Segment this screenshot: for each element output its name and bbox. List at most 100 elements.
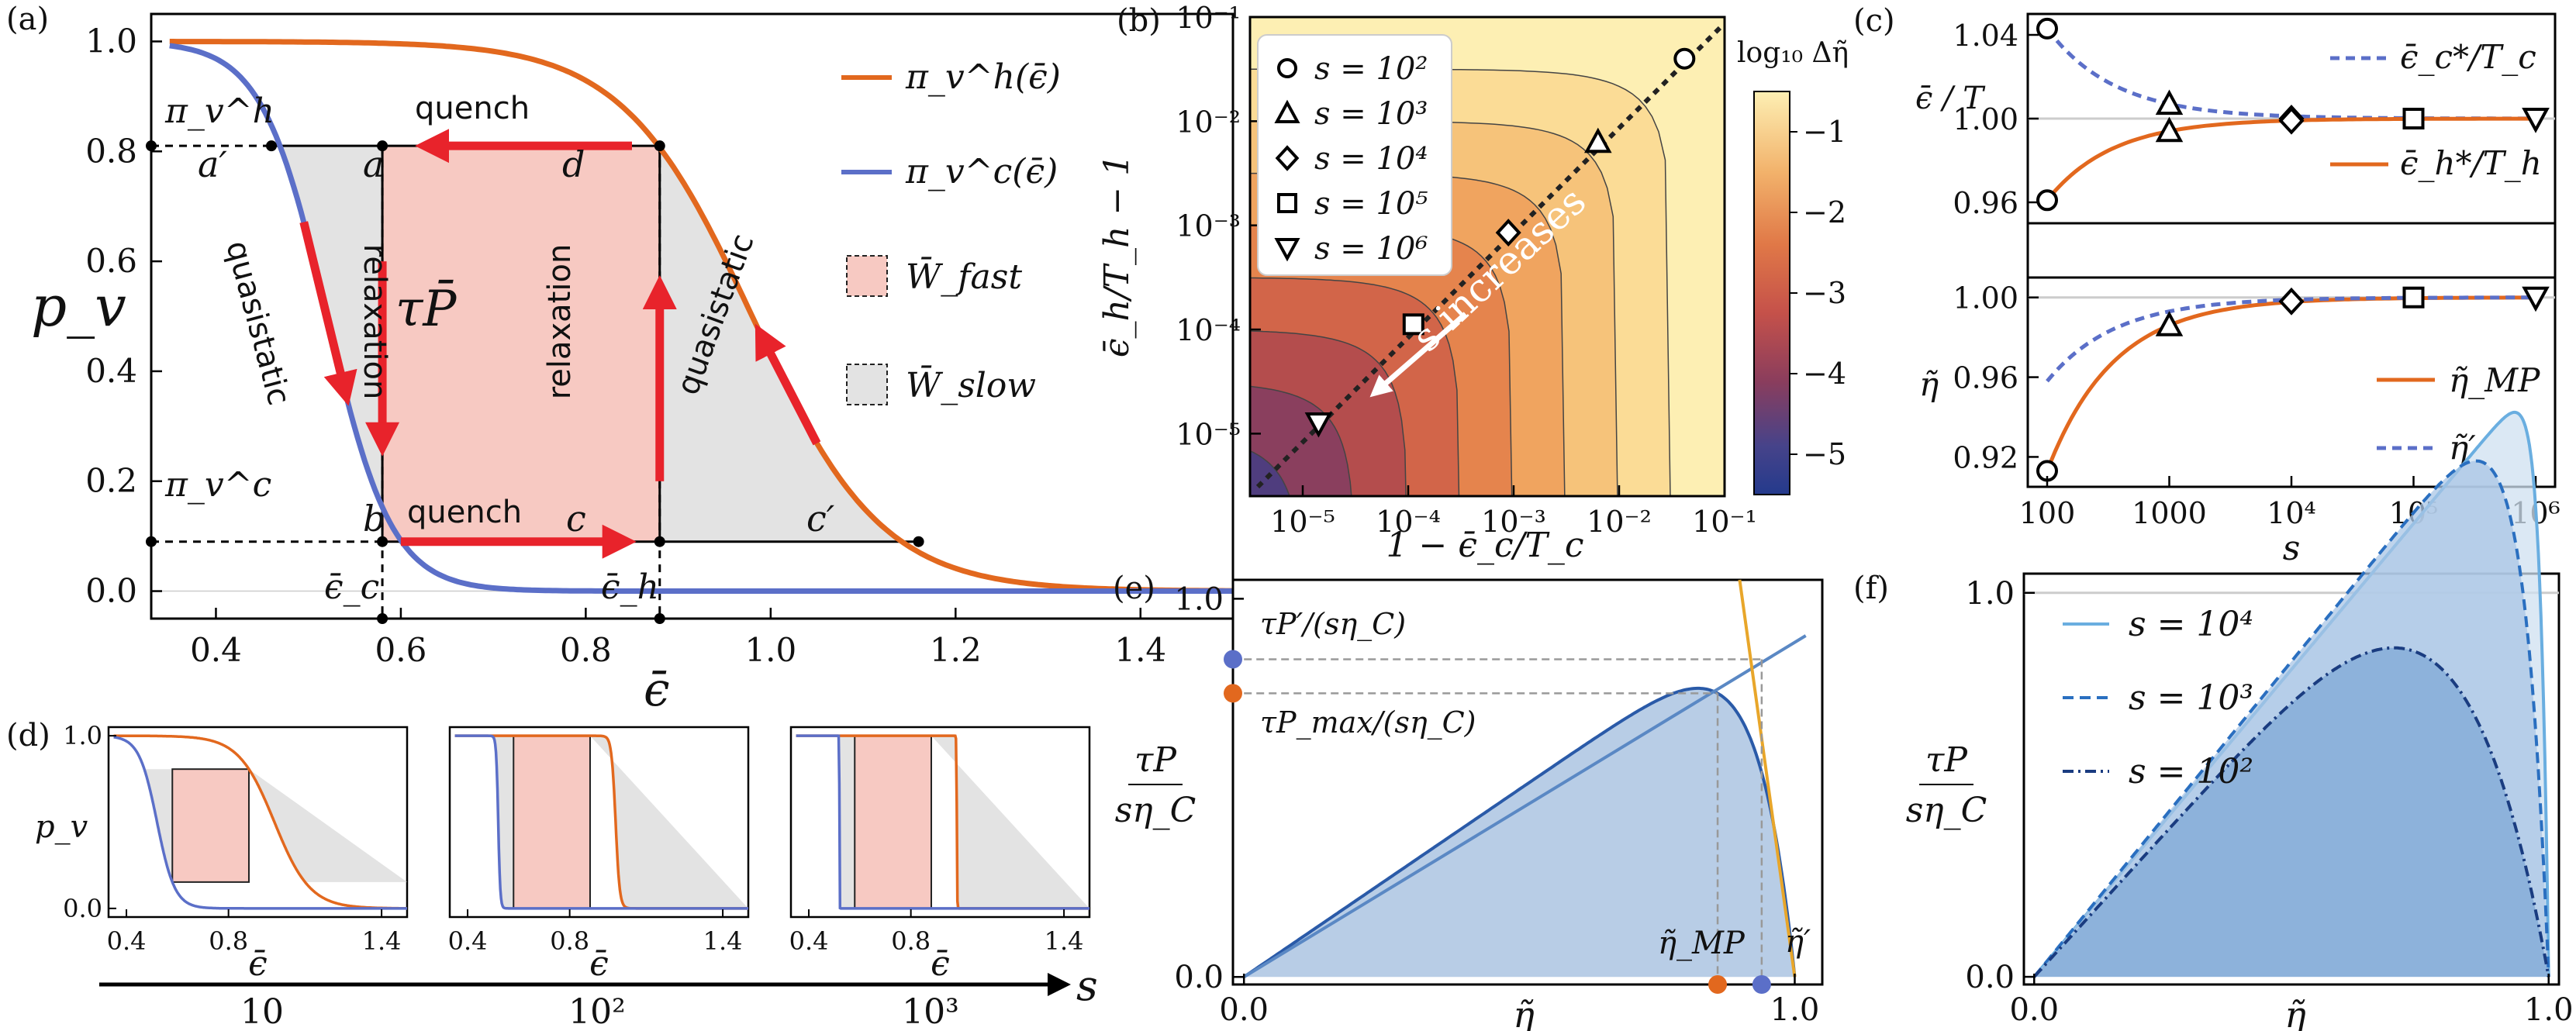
e-orange-line (1738, 579, 1797, 978)
c-bottom-marker-0-2 (2278, 287, 2305, 316)
panel-b-legend: s = 10² s = 10³ s = 10⁴ s = 10⁵ s = 10⁶ (1257, 34, 1452, 276)
point-a: a (363, 143, 384, 185)
slow-region-right (659, 146, 919, 542)
b-ytick-label: 10⁻² (1176, 105, 1241, 139)
point-a-prime: a′ (198, 143, 227, 185)
s-axis-label: s (1076, 961, 1098, 1010)
cycle-point-3 (377, 536, 388, 547)
arrow-quasi-right (754, 323, 821, 446)
d-xlabel-0: ϵ̄ (248, 944, 268, 984)
panel-b-label: (b) (1117, 3, 1161, 39)
panel-e-ylabel-den: sη_C (1115, 791, 1196, 830)
e-ytick-label: 1.0 (1174, 581, 1224, 617)
panel-d: (d) 0.4 0.8 1.4ϵ̄1.00.00.4 0.8 1.4ϵ̄0.4 0.8 1.… (6, 718, 1098, 1031)
d-xtick-label: 0.8 (550, 926, 589, 956)
axis-point-eps-h (654, 613, 665, 624)
colorbar-title: log₁₀ Δη̃ (1737, 37, 1849, 69)
d-xlabel-2: ϵ̄ (931, 944, 950, 984)
c-bottom-marker-0-1 (2155, 311, 2184, 336)
panel-b-markers (1304, 47, 1696, 438)
axis-point-pi-h (146, 140, 157, 152)
legend-slow-swatch (846, 364, 888, 405)
e-power-curve (1243, 686, 1797, 978)
panel-e-xlabel: η̃ (1513, 994, 1535, 1031)
ann-eta-mp: η̃_MP (1658, 926, 1746, 961)
panel-c-legend-top: ϵ̄_c*/T_c ϵ̄_h*/T_h (2330, 38, 2542, 182)
d-frame-2 (789, 726, 1091, 919)
panel-b-ylabel: ϵ̄_h/T_h − 1 (1097, 154, 1137, 357)
arrow-quasi-left (299, 221, 357, 406)
f-ytick-label: 1.0 (1965, 576, 2015, 612)
c-bottom-marker-0-4 (2522, 286, 2550, 312)
panel-a-frame (150, 12, 1234, 620)
slow-region-left (271, 146, 383, 542)
d-xtick-label: 1.4 (362, 926, 402, 956)
ann-eta-prime: η̃′ (1785, 924, 1811, 960)
b-legend-marker-2 (1275, 145, 1300, 171)
legend-c-eps-h: ϵ̄_h*/T_h (2400, 144, 2542, 182)
quench-top-label: quench (415, 91, 530, 126)
point-c-prime: c′ (806, 498, 835, 540)
e-area (1244, 688, 1795, 978)
b-marker-1 (1584, 127, 1612, 153)
cb-tick-label: −2 (1803, 195, 1846, 229)
xtick-label: 0.4 (190, 631, 242, 669)
s-increases-arrow (1369, 312, 1468, 398)
c-top-marker-1-2 (2278, 106, 2305, 135)
panel-b-xlabel: 1 − ϵ̄_c/T_c (1386, 526, 1584, 565)
b-ytick-label: 10⁻⁵ (1176, 417, 1241, 451)
s-value-1: 10 (240, 992, 284, 1031)
cb-tick-label: −3 (1803, 276, 1846, 310)
c-top-marker-1-3 (2402, 108, 2425, 129)
e-ytick-label: 0.0 (1174, 960, 1224, 995)
d-curve-0-0 (113, 734, 407, 910)
c-bottom-ytick-label: 1.00 (1953, 281, 2018, 316)
b-legend-marker-0 (1277, 58, 1297, 78)
cycle-point-1 (377, 140, 388, 152)
pi-c-label: π_v^c (164, 465, 271, 505)
panel-a-legend: π_v^h(ϵ̄) π_v^c(ϵ̄) W̄_fast W̄_slow (841, 57, 1061, 405)
c-top-marker-1-0 (2036, 189, 2058, 212)
f-xtick-label: 1.0 (2524, 992, 2574, 1028)
panel-a-ticks: 0.4 0.6 0.8 1.0 1.2 1.4 0.0 0.2 0.4 0.6 0.8 1.0 (85, 22, 1166, 669)
b-marker-2 (1495, 219, 1521, 247)
b-legend-label-2: s = 10⁴ (1314, 141, 1428, 177)
b-legend-marker-4 (1274, 238, 1300, 262)
b-ytick-label: 10⁻¹ (1176, 1, 1241, 35)
panel-f-ylabel-num: τP (1925, 740, 1968, 780)
d-ytick-label: 1.0 (63, 721, 102, 750)
panel-a: (a) 0.4 0.6 0.8 1.0 1.2 1.4 0.0 0.2 0.4 0.6 0.8 1.0… (6, 2, 1234, 717)
b-xtick-label: 10⁻⁵ (1270, 505, 1335, 539)
legend-f-1: s = 10⁴ (2129, 605, 2253, 644)
ann-p-max: τP_max/(sη_C) (1260, 705, 1476, 740)
panel-a-fills (151, 144, 1233, 619)
c-top-marker-1-4 (2522, 108, 2550, 133)
d-slow-left-1 (454, 736, 514, 909)
d-xtick-label: 0.4 (448, 926, 488, 956)
pi-h-label: π_v^h (164, 91, 275, 131)
cycle-point-2 (654, 140, 665, 152)
e-linear-bound (1243, 634, 1807, 978)
xtick-label: 0.8 (560, 631, 612, 669)
panel-e-plot: 0.00.0 1.0 1.0 (1174, 579, 1819, 1028)
cycle-point-0 (266, 140, 277, 152)
d-frame-0 (107, 726, 409, 919)
f-curve-1 (2032, 459, 2550, 978)
c-bottom-ytick-label: 0.92 (1953, 440, 2018, 474)
legend-hot-label: π_v^h(ϵ̄) (905, 57, 1061, 97)
b-marker-0 (1673, 47, 1696, 70)
b-xtick-label: 10⁻³ (1481, 505, 1546, 539)
panel-f: (f) 0.00.0 1.0 1.0 τP sη_C η̃ s = 10⁴ s = … (1853, 410, 2574, 1031)
f-ytick-label: 0.0 (1965, 960, 2015, 995)
point-d: d (562, 143, 585, 185)
f-xtick-label: 0.0 (2009, 992, 2059, 1028)
relaxation-left-label: relaxation (357, 244, 392, 400)
b-legend-label-3: s = 10⁵ (1314, 186, 1428, 222)
legend-fast-swatch (846, 255, 888, 297)
d-xlabel-1: ϵ̄ (589, 944, 609, 984)
ytick-label: 1.0 (85, 22, 137, 60)
legend-fast-label: W̄_fast (906, 256, 1022, 297)
colorbar (1753, 91, 1790, 495)
quasistatic-left-label: quasistatic (219, 237, 297, 409)
d-xtick-label: 0.8 (891, 926, 931, 956)
